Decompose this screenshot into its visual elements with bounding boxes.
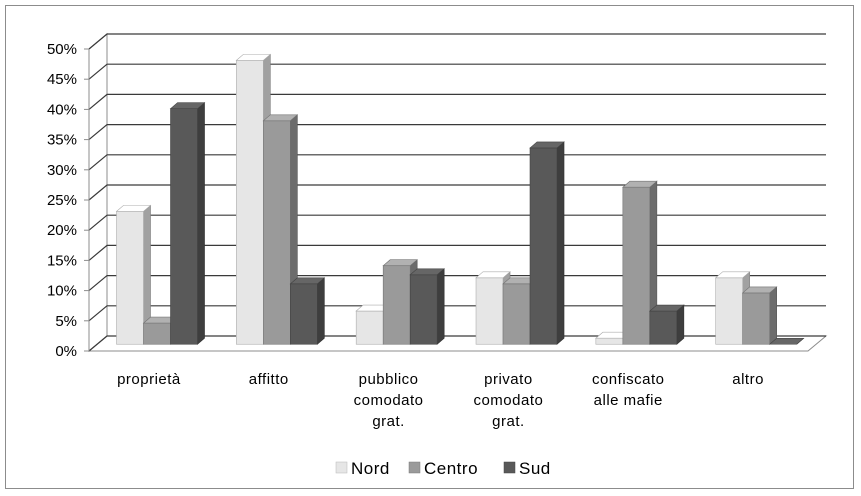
x-tick-label-line: privato (484, 371, 533, 388)
legend-label-sud: Sud (519, 459, 551, 478)
y-tick-label: 5% (55, 313, 77, 330)
x-tick-label-line: comodato (354, 392, 424, 409)
gridline (88, 93, 826, 110)
gridline (88, 305, 826, 322)
x-tick-label-line: alle mafie (594, 392, 663, 409)
x-tick-label-line: grat. (372, 413, 405, 430)
bar-front (409, 274, 438, 345)
x-tick-label-line: altro (732, 371, 764, 388)
x-axis-labels: proprietà affitto pubblico comodato grat.pri… (117, 371, 764, 430)
bar-top (622, 180, 658, 188)
bar-sud-3 (529, 141, 565, 345)
bar-front (622, 186, 651, 345)
bar-front (649, 310, 678, 345)
bar-front (742, 292, 770, 345)
legend-label-nord: Nord (351, 459, 390, 478)
gridline (88, 63, 826, 80)
bar-top (741, 286, 778, 294)
y-axis-ticks: 0% 5% 10% 15% 20% 25% 30% 35% 40% 45% 50% (47, 41, 77, 360)
bar-top (475, 271, 511, 279)
y-tick-label: 10% (47, 283, 77, 300)
legend-swatch-nord (335, 461, 348, 474)
y-tick-label: 25% (47, 192, 77, 209)
bar-side (317, 277, 325, 345)
bar-top (529, 141, 565, 149)
y-tick-label: 30% (47, 162, 77, 179)
y-tick-label: 50% (47, 41, 77, 58)
bar-front (355, 310, 384, 345)
bar-sud-1 (289, 277, 326, 345)
bar-centro-5 (741, 286, 778, 345)
bar-sud-2 (409, 268, 445, 345)
bar-front (715, 277, 743, 345)
x-tick-label-line: confiscato (592, 371, 665, 388)
bar-front (143, 322, 171, 345)
x-tick-label-line: pubblico (359, 371, 419, 388)
y-tick-label: 40% (47, 101, 77, 118)
bar-top (235, 54, 272, 61)
x-tick-label: proprietà (117, 371, 181, 388)
bar-side (676, 304, 685, 345)
bar-front (475, 277, 504, 345)
bar-top (262, 114, 299, 122)
y-tick-label: 20% (47, 222, 77, 239)
x-tick-label-line: affitto (249, 371, 289, 388)
bar-front (116, 211, 144, 345)
bar-top (382, 259, 418, 267)
bar-side (556, 141, 565, 345)
x-tick-label: affitto (249, 371, 289, 388)
gridline (88, 275, 826, 292)
y-tick-label: 45% (47, 71, 77, 88)
bar-top (115, 205, 152, 212)
bar-top (409, 268, 445, 276)
gridline (88, 335, 826, 352)
bar-front (263, 120, 291, 345)
bar-top (768, 337, 805, 345)
x-tick-label-line: comodato (473, 392, 543, 409)
gridline (88, 244, 826, 261)
bar-top (649, 304, 685, 312)
bar-side (197, 102, 205, 345)
gridline (88, 184, 826, 201)
gridline (88, 214, 826, 231)
x-tick-label: altro (732, 371, 764, 388)
bar-top (289, 277, 326, 285)
x-tick-label: privato comodato grat. (473, 371, 543, 430)
bar-front (236, 60, 264, 345)
bar-sud-4 (649, 304, 685, 345)
gridlines (84, 33, 826, 352)
y-tick-label: 15% (47, 252, 77, 269)
bar-side (769, 286, 777, 345)
bar-centro-4 (622, 180, 658, 345)
bar-front (170, 108, 198, 345)
y-tick-label: 0% (55, 343, 77, 360)
gridline (88, 123, 826, 141)
x-tick-label: pubblico comodato grat. (354, 371, 424, 430)
gridline (88, 154, 826, 171)
legend-label-centro: Centro (424, 459, 478, 478)
y-tick-label: 35% (47, 132, 77, 149)
bar-front (290, 283, 318, 345)
bar-side (436, 268, 445, 345)
bar-nord-0 (115, 204, 152, 345)
bar-front (382, 265, 411, 345)
x-tick-label-line: grat. (492, 413, 525, 430)
bar-sud-0 (169, 102, 206, 345)
bar-sud-5 (768, 337, 805, 345)
bar-front (502, 283, 531, 345)
x-tick-label-line: proprietà (117, 371, 181, 388)
legend: Nord Centro Sud (335, 459, 551, 478)
bar-front (529, 147, 558, 345)
bar-front (595, 337, 624, 345)
bar-top (169, 102, 206, 109)
x-tick-label: confiscato alle mafie (592, 371, 665, 409)
gridline (88, 33, 826, 50)
bars (115, 53, 805, 345)
bar-top (714, 271, 751, 279)
legend-swatch-sud (503, 461, 516, 474)
legend-swatch-centro (408, 461, 421, 474)
